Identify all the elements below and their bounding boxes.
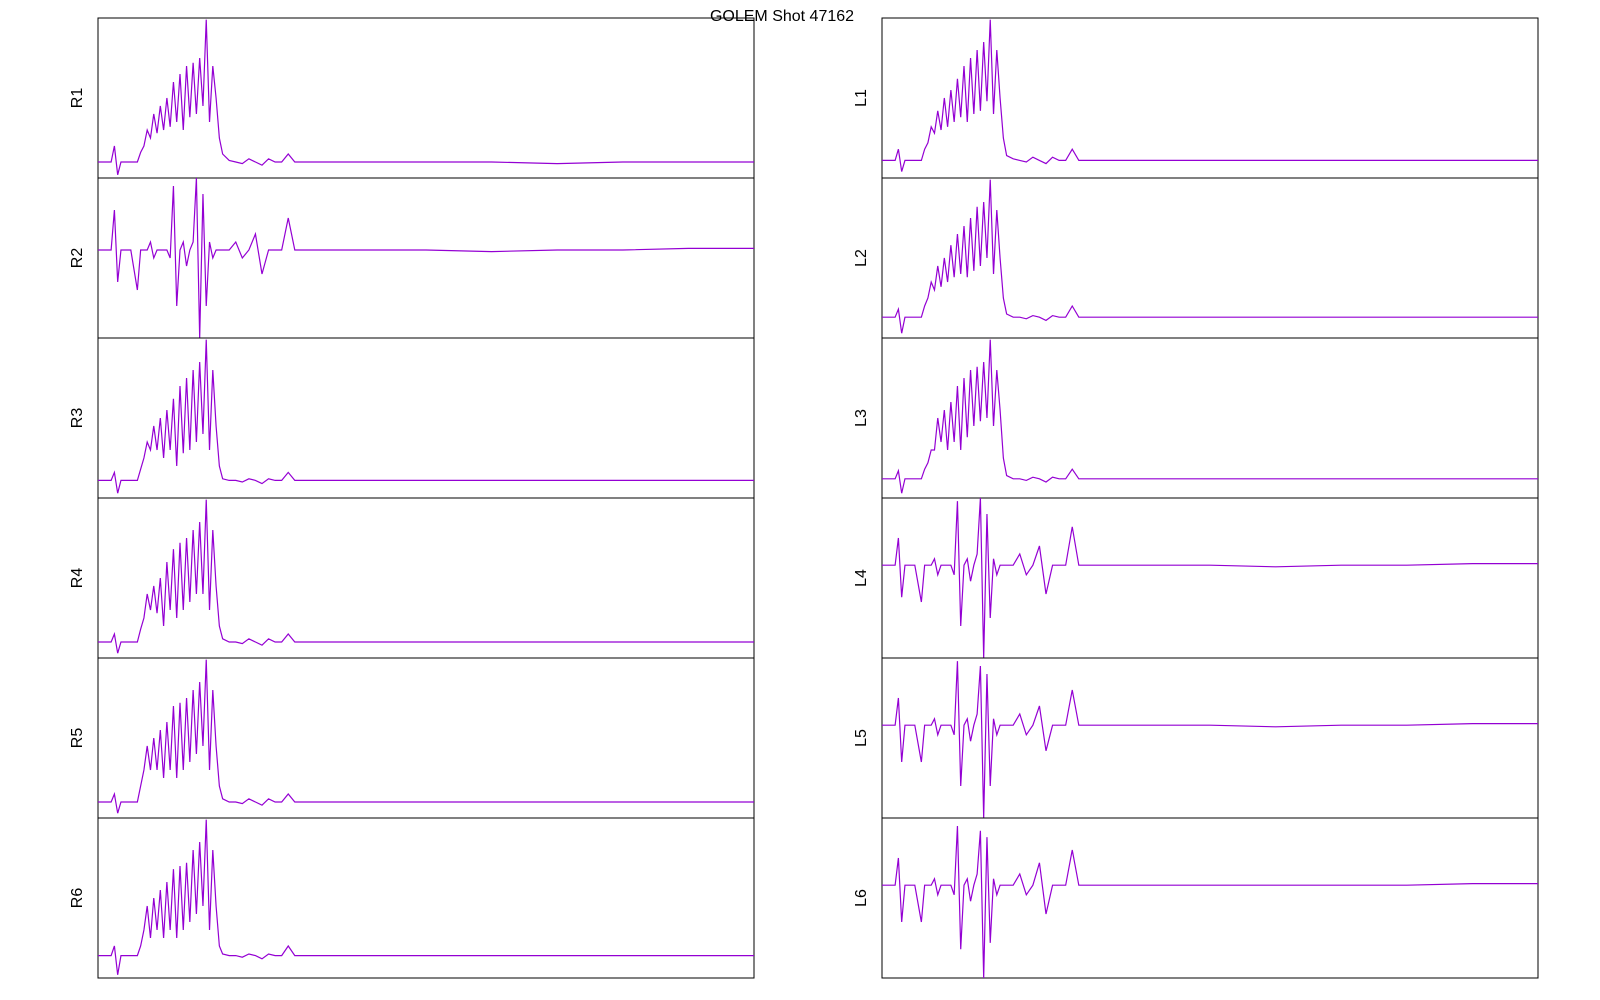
y-axis-label: R5: [69, 728, 86, 749]
y-axis-label: R3: [69, 408, 86, 429]
signal-line: [98, 499, 754, 654]
signal-line: [98, 659, 754, 814]
panel-frame: [97, 817, 755, 979]
signal-line: [882, 179, 1538, 334]
y-axis-label: L1: [853, 89, 870, 107]
panel-frame: [881, 817, 1539, 979]
signal-line: [882, 339, 1538, 494]
y-axis-label: R1: [69, 88, 86, 109]
y-axis-label: L4: [853, 569, 870, 587]
panel-frame: [97, 497, 755, 659]
signal-line: [882, 19, 1538, 172]
signal-line: [98, 339, 754, 494]
signal-line: [98, 819, 754, 975]
signal-line: [98, 19, 754, 175]
y-axis-label: R4: [69, 568, 86, 589]
signal-line: [882, 497, 1538, 659]
y-axis-label: R2: [69, 248, 86, 269]
signal-line: [882, 825, 1538, 979]
y-axis-label: L3: [853, 409, 870, 427]
panel-frame: [881, 17, 1539, 179]
y-axis-label: L6: [853, 889, 870, 907]
panel-frame: [97, 17, 755, 179]
chart-title: GOLEM Shot 47162: [710, 8, 854, 25]
y-axis-label: L2: [853, 249, 870, 267]
signal-line: [882, 661, 1538, 819]
y-axis-label: L5: [853, 729, 870, 747]
signal-line: [98, 177, 754, 339]
panel-frame: [97, 657, 755, 819]
y-axis-label: R6: [69, 888, 86, 909]
panel-frame: [97, 337, 755, 499]
